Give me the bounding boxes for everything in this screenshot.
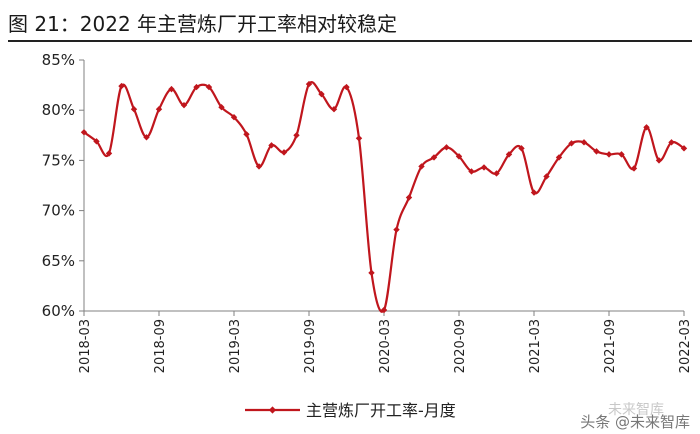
data-point	[655, 157, 663, 164]
x-tick-label: 2019-09	[303, 319, 318, 373]
x-tick-label: 2018-09	[153, 319, 168, 373]
data-point	[380, 306, 388, 314]
data-point	[443, 144, 450, 151]
y-tick-label: 60%	[42, 302, 75, 320]
data-point	[205, 83, 213, 91]
data-point	[368, 269, 375, 277]
data-point	[118, 82, 125, 90]
data-point	[680, 145, 688, 152]
data-point	[268, 142, 275, 149]
legend-label: 主营炼厂开工率-月度	[306, 401, 456, 420]
data-point	[280, 149, 288, 156]
data-point	[568, 140, 575, 147]
y-tick-label: 70%	[42, 202, 75, 220]
x-tick-label: 2021-09	[603, 319, 618, 373]
watermark-text: 头条 @未来智库	[580, 413, 690, 431]
data-point	[543, 173, 550, 180]
data-point	[305, 80, 313, 88]
title-divider	[8, 40, 692, 42]
y-tick-label: 65%	[42, 252, 75, 270]
data-point	[355, 135, 363, 142]
x-tick-label: 2019-03	[228, 319, 243, 373]
y-tick-label: 75%	[42, 151, 75, 169]
series-line	[83, 81, 685, 313]
watermark-ghost: 未来智库	[608, 402, 664, 418]
data-point	[430, 154, 438, 161]
x-axis: 2018-03 2018-09 2019-03 2019-09 2020-03 2020-…	[78, 310, 693, 373]
data-point	[180, 101, 188, 109]
data-point	[255, 163, 263, 170]
data-point	[480, 164, 488, 171]
legend: 主营炼厂开工率-月度	[245, 401, 456, 420]
y-tick-label: 80%	[42, 101, 75, 119]
data-point	[318, 90, 325, 98]
data-point	[193, 83, 200, 91]
series-layer	[80, 80, 688, 314]
data-point	[168, 85, 175, 93]
data-point	[605, 151, 613, 158]
data-point	[593, 148, 600, 155]
x-tick-label: 2021-03	[528, 319, 543, 373]
watermark: 未来智库 头条 @未来智库	[580, 402, 690, 432]
legend-marker	[268, 406, 277, 414]
data-point	[243, 131, 250, 138]
data-point	[155, 105, 163, 113]
x-tick-label: 2018-03	[78, 319, 93, 373]
data-point	[468, 168, 475, 175]
data-point	[668, 139, 675, 146]
data-point	[230, 114, 238, 121]
data-point	[393, 226, 400, 233]
data-point	[80, 129, 88, 136]
data-point	[105, 150, 113, 157]
data-point	[455, 153, 463, 160]
data-point	[218, 103, 225, 111]
data-point	[330, 105, 338, 113]
data-point	[618, 151, 625, 158]
y-tick-label: 85%	[42, 51, 75, 69]
data-point	[405, 194, 413, 201]
x-tick-label: 2020-09	[453, 319, 468, 373]
data-point	[518, 145, 525, 152]
chart-title: 图 21：2022 年主营炼厂开工率相对较稳定	[8, 12, 398, 36]
data-point	[630, 165, 638, 172]
data-point	[143, 134, 150, 141]
data-point	[93, 138, 100, 145]
data-point	[505, 151, 513, 158]
data-point	[643, 124, 650, 131]
data-point	[580, 139, 588, 146]
data-point	[343, 83, 350, 91]
y-axis: 60% 65% 70% 75% 80% 85%	[42, 51, 85, 320]
data-point	[530, 189, 538, 196]
data-point	[418, 163, 425, 170]
data-point	[493, 170, 500, 177]
data-point	[293, 132, 300, 139]
data-point	[555, 154, 563, 161]
x-tick-label: 2022-03	[678, 319, 693, 373]
x-tick-label: 2020-03	[378, 319, 393, 373]
data-point	[130, 105, 138, 113]
